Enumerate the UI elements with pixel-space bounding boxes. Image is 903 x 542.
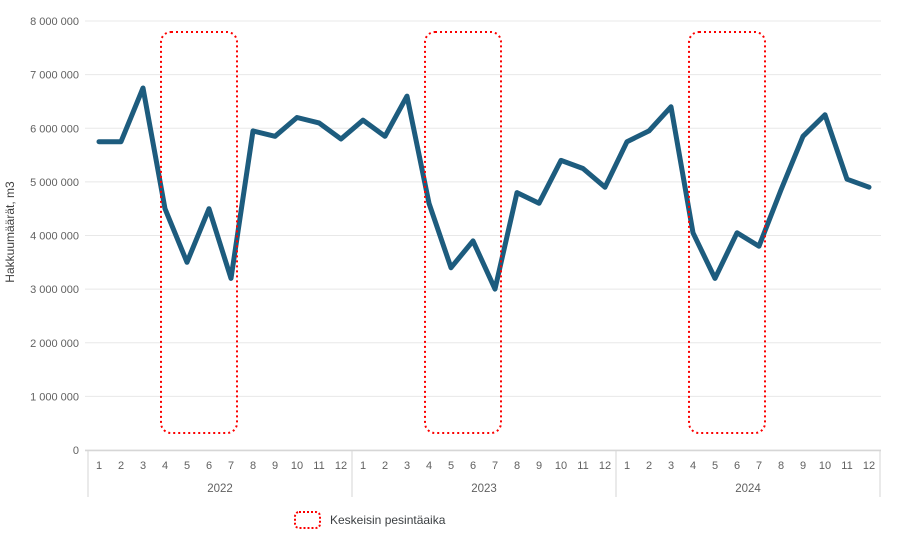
x-tick-month-label: 11 <box>577 460 588 472</box>
x-tick-month-label: 8 <box>514 460 520 472</box>
x-tick-month-label: 12 <box>863 460 875 472</box>
y-tick-label: 3 000 000 <box>30 284 79 296</box>
legend-label: Keskeisin pesintäaika <box>330 513 446 527</box>
x-tick-month-label: 7 <box>228 460 234 472</box>
x-tick-month-label: 11 <box>841 460 852 472</box>
x-tick-month-label: 1 <box>360 460 366 472</box>
x-tick-month-label: 5 <box>712 460 718 472</box>
y-axis-title: Hakkuumäärät, m3 <box>3 181 17 283</box>
x-axis-year-label: 2023 <box>471 483 497 495</box>
highlight-region-box <box>424 31 502 434</box>
highlight-region-box <box>688 31 766 434</box>
x-tick-month-label: 5 <box>184 460 190 472</box>
x-axis-year-label: 2024 <box>735 483 761 495</box>
y-tick-label: 5 000 000 <box>30 177 79 189</box>
x-tick-month-label: 7 <box>492 460 498 472</box>
x-tick-month-label: 12 <box>599 460 611 472</box>
x-tick-month-label: 10 <box>819 460 831 472</box>
x-tick-month-label: 6 <box>734 460 740 472</box>
highlight-region-box <box>160 31 238 434</box>
y-tick-label: 7 000 000 <box>30 70 79 82</box>
y-tick-label: 1 000 000 <box>30 391 79 403</box>
y-tick-label: 6 000 000 <box>30 123 79 135</box>
x-tick-month-label: 11 <box>313 460 324 472</box>
x-tick-month-label: 10 <box>555 460 567 472</box>
x-tick-month-label: 6 <box>206 460 212 472</box>
x-tick-month-label: 9 <box>800 460 806 472</box>
x-tick-month-label: 2 <box>646 460 652 472</box>
x-tick-month-label: 3 <box>140 460 146 472</box>
x-tick-month-label: 8 <box>778 460 784 472</box>
x-tick-month-label: 4 <box>690 460 696 472</box>
y-tick-label: 4 000 000 <box>30 231 79 243</box>
x-tick-month-label: 9 <box>536 460 542 472</box>
x-tick-month-label: 7 <box>756 460 762 472</box>
x-tick-month-label: 2 <box>118 460 124 472</box>
legend: Keskeisin pesintäaika <box>294 511 445 529</box>
x-tick-month-label: 3 <box>668 460 674 472</box>
x-tick-month-label: 2 <box>382 460 388 472</box>
x-tick-month-label: 4 <box>426 460 432 472</box>
x-tick-month-label: 6 <box>470 460 476 472</box>
x-tick-month-label: 1 <box>624 460 630 472</box>
y-tick-label: 0 <box>73 445 79 457</box>
x-tick-month-label: 10 <box>291 460 303 472</box>
x-tick-month-label: 12 <box>335 460 347 472</box>
x-tick-month-label: 9 <box>272 460 278 472</box>
x-axis-year-label: 2022 <box>207 483 233 495</box>
x-tick-month-label: 1 <box>96 460 102 472</box>
data-series-line <box>96 85 872 292</box>
x-tick-month-label: 8 <box>250 460 256 472</box>
x-tick-month-label: 4 <box>162 460 168 472</box>
x-tick-month-label: 5 <box>448 460 454 472</box>
y-tick-label: 2 000 000 <box>30 338 79 350</box>
legend-dotted-box-icon <box>294 511 321 529</box>
x-tick-month-label: 3 <box>404 460 410 472</box>
y-tick-label: 8 000 000 <box>30 16 79 28</box>
